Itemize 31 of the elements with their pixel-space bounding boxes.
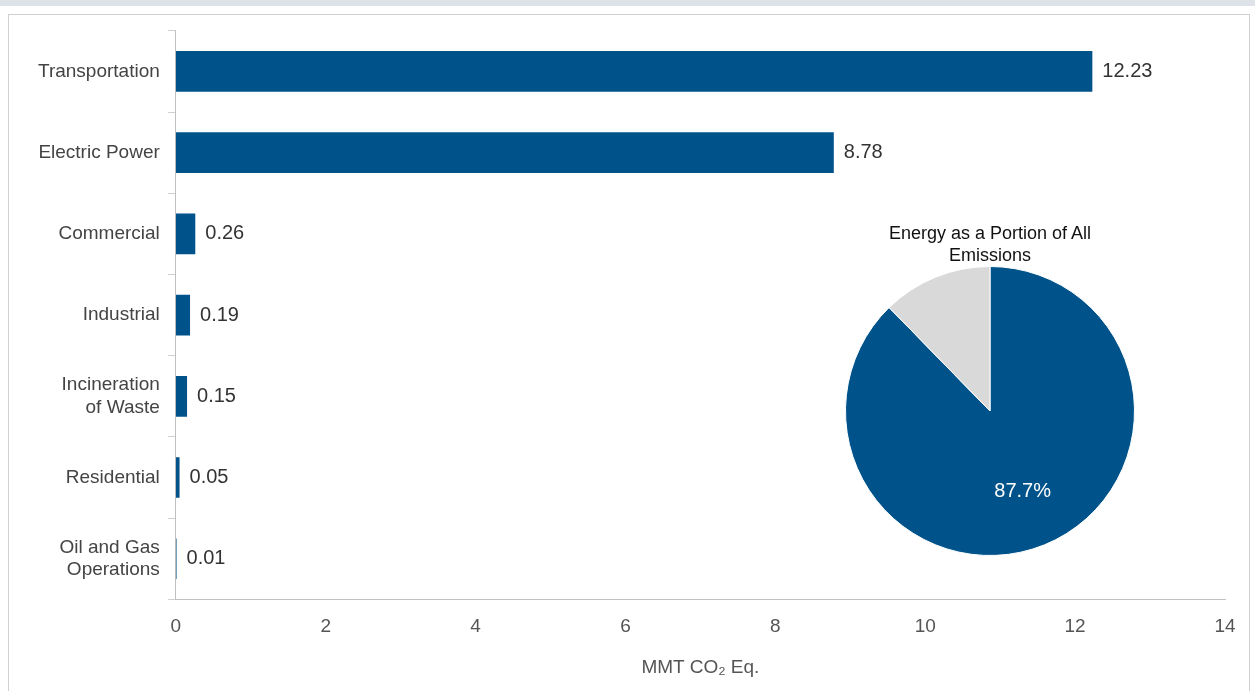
data-label: 12.23 bbox=[1102, 58, 1153, 81]
data-label: 0.19 bbox=[200, 302, 239, 325]
y-tick-label: Electric Power bbox=[38, 140, 161, 162]
y-tick-label: Transportation bbox=[37, 59, 160, 81]
x-axis-title: MMT CO₂ Eq. bbox=[641, 655, 760, 677]
x-tick-label: 12 bbox=[1064, 615, 1086, 637]
y-tick-label: Commercial bbox=[58, 222, 160, 244]
x-tick-label: 6 bbox=[620, 615, 631, 637]
bar bbox=[175, 294, 191, 336]
y-tick-label: Industrial bbox=[82, 303, 160, 325]
bar bbox=[175, 457, 180, 498]
x-tick-label: 2 bbox=[320, 615, 331, 637]
y-tick-label: Residential bbox=[65, 465, 160, 487]
x-tick-label: 0 bbox=[170, 615, 182, 637]
chart-title: Energy as a Portion of All Emissions bbox=[887, 222, 1093, 266]
data-label: 0.15 bbox=[197, 383, 236, 406]
y-tick-label: Incineration of Waste bbox=[61, 373, 160, 417]
bar bbox=[175, 376, 188, 417]
x-tick-label: 4 bbox=[470, 615, 482, 637]
bar bbox=[175, 213, 196, 255]
y-tick-label: Oil and Gas Operations bbox=[59, 535, 160, 580]
x-tick-label: 14 bbox=[1214, 615, 1236, 637]
data-label: 8.78 bbox=[843, 140, 883, 163]
data-label: 0.05 bbox=[189, 465, 229, 488]
x-tick-label: 10 bbox=[914, 615, 936, 637]
data-label: 87.7% bbox=[994, 478, 1052, 501]
bar bbox=[175, 132, 834, 173]
x-tick-label: 8 bbox=[770, 615, 781, 637]
data-label: 0.26 bbox=[205, 221, 245, 244]
data-label: 0.01 bbox=[186, 546, 226, 569]
bar bbox=[175, 51, 1093, 92]
